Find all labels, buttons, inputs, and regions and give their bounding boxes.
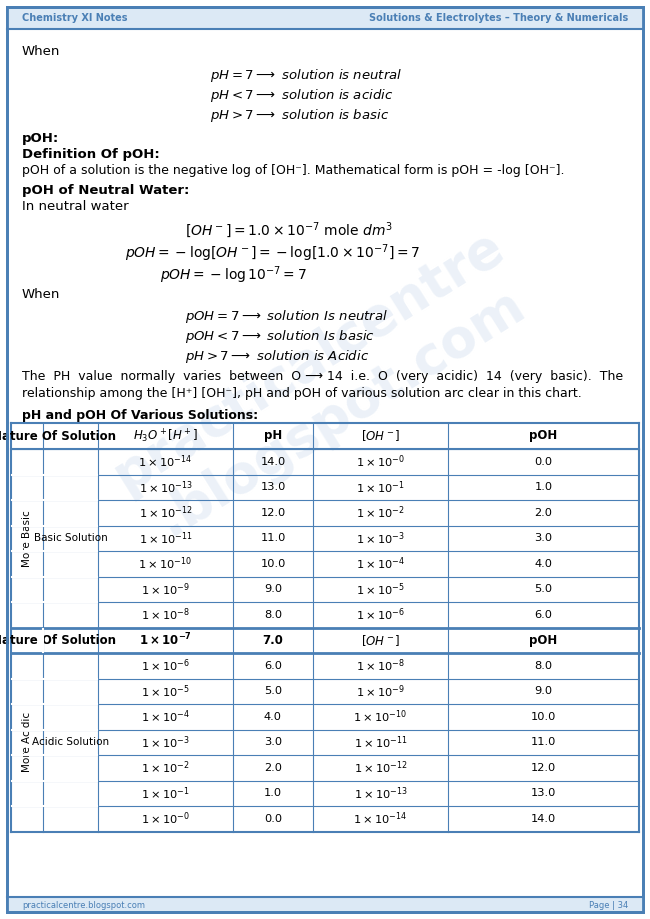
- Text: $1 \times 10^{-0}$: $1 \times 10^{-0}$: [141, 811, 190, 827]
- Text: More Acidic: More Acidic: [22, 712, 32, 772]
- Text: $pOH = -\log[OH^-] = -\log[1.0 \times 10^{-7}] = 7$: $pOH = -\log[OH^-] = -\log[1.0 \times 10…: [125, 242, 420, 264]
- Text: $1 \times 10^{-1}$: $1 \times 10^{-1}$: [141, 785, 190, 801]
- Bar: [7, 897, 643, 912]
- Text: $1 \times 10^{-4}$: $1 \times 10^{-4}$: [356, 555, 405, 572]
- Text: Basic Solution: Basic Solution: [34, 533, 107, 543]
- Bar: [7, 7, 643, 29]
- Text: Nature Of Solution: Nature Of Solution: [0, 634, 116, 647]
- Text: 2.0: 2.0: [534, 508, 552, 517]
- Text: pH and pOH Of Various Solutions:: pH and pOH Of Various Solutions:: [22, 409, 258, 422]
- Text: $pH > 7 \longrightarrow$ solution is basic: $pH > 7 \longrightarrow$ solution is bas…: [210, 107, 389, 124]
- Text: 13.0: 13.0: [531, 789, 556, 799]
- Text: Chemistry XI Notes: Chemistry XI Notes: [22, 13, 127, 23]
- Text: When: When: [22, 288, 60, 301]
- Text: Acidic Solution: Acidic Solution: [32, 737, 109, 747]
- Text: More Basic: More Basic: [22, 510, 32, 567]
- Text: $1 \times 10^{-11}$: $1 \times 10^{-11}$: [138, 530, 192, 547]
- Text: $1 \times 10^{-9}$: $1 \times 10^{-9}$: [356, 683, 405, 699]
- Text: $1 \times 10^{-8}$: $1 \times 10^{-8}$: [356, 657, 405, 674]
- Text: pH: pH: [264, 429, 282, 443]
- Text: $pOH = 7 \longrightarrow$ solution Is neutral: $pOH = 7 \longrightarrow$ solution Is ne…: [185, 308, 388, 325]
- Text: $1 \times 10^{-5}$: $1 \times 10^{-5}$: [356, 581, 405, 597]
- Text: 10.0: 10.0: [531, 711, 556, 721]
- Text: practicalcentre.blogspot.com: practicalcentre.blogspot.com: [22, 901, 145, 910]
- Text: Definition Of pOH:: Definition Of pOH:: [22, 148, 160, 161]
- Text: 0.0: 0.0: [264, 813, 282, 823]
- Text: 7.0: 7.0: [263, 634, 283, 647]
- Text: $1 \times 10^{-13}$: $1 \times 10^{-13}$: [138, 479, 192, 495]
- Text: relationship among the [H⁺] [OH⁻], pH and pOH of various solution arc clear in t: relationship among the [H⁺] [OH⁻], pH an…: [22, 387, 582, 400]
- Text: $1 \times 10^{-3}$: $1 \times 10^{-3}$: [141, 734, 190, 751]
- Text: 11.0: 11.0: [260, 533, 286, 543]
- Text: $1 \times 10^{-6}$: $1 \times 10^{-6}$: [356, 607, 405, 623]
- Text: practicalcentre
.blogspot.com: practicalcentre .blogspot.com: [105, 220, 545, 552]
- Text: 9.0: 9.0: [534, 686, 552, 697]
- Text: 12.0: 12.0: [531, 763, 556, 773]
- Text: $1 \times 10^{-11}$: $1 \times 10^{-11}$: [354, 734, 408, 751]
- Text: 14.0: 14.0: [261, 457, 285, 467]
- Text: 13.0: 13.0: [260, 482, 286, 493]
- Text: $1 \times 10^{-9}$: $1 \times 10^{-9}$: [141, 581, 190, 597]
- Text: $1 \times 10^{-12}$: $1 \times 10^{-12}$: [354, 759, 408, 776]
- Text: pOH: pOH: [529, 634, 558, 647]
- Text: 5.0: 5.0: [264, 686, 282, 697]
- Text: $1 \times 10^{-4}$: $1 \times 10^{-4}$: [141, 709, 190, 725]
- Text: Nature Of Solution: Nature Of Solution: [0, 429, 116, 443]
- Text: $pOH < 7 \longrightarrow$ solution Is basic: $pOH < 7 \longrightarrow$ solution Is ba…: [185, 328, 375, 345]
- Text: $1 \times 10^{-14}$: $1 \times 10^{-14}$: [138, 453, 192, 470]
- Text: $1 \times 10^{-8}$: $1 \times 10^{-8}$: [141, 607, 190, 623]
- Text: $pH < 7 \longrightarrow$ solution is acidic: $pH < 7 \longrightarrow$ solution is aci…: [210, 87, 393, 104]
- Text: 3.0: 3.0: [534, 533, 552, 543]
- Text: 5.0: 5.0: [534, 584, 552, 595]
- Text: $1 \times 10^{-6}$: $1 \times 10^{-6}$: [141, 657, 190, 674]
- Text: The  PH  value  normally  varies  between  O ⟶ 14  i.e.  O  (very  acidic)  14  : The PH value normally varies between O ⟶…: [22, 370, 623, 383]
- Text: 1.0: 1.0: [264, 789, 282, 799]
- Text: pOH of a solution is the negative log of [OH⁻]. Mathematical form is pOH = -log : pOH of a solution is the negative log of…: [22, 164, 564, 177]
- Text: $1 \times 10^{-14}$: $1 \times 10^{-14}$: [354, 811, 408, 827]
- Text: 9.0: 9.0: [264, 584, 282, 595]
- Text: $1 \times 10^{-2}$: $1 \times 10^{-2}$: [141, 759, 190, 776]
- Text: $1 \times 10^{-12}$: $1 \times 10^{-12}$: [138, 505, 192, 521]
- Text: $pH > 7 \longrightarrow$ solution is Acidic: $pH > 7 \longrightarrow$ solution is Aci…: [185, 348, 369, 365]
- Text: 4.0: 4.0: [264, 711, 282, 721]
- Text: 1.0: 1.0: [534, 482, 552, 493]
- Text: 6.0: 6.0: [264, 661, 282, 671]
- Text: 2.0: 2.0: [264, 763, 282, 773]
- Text: 14.0: 14.0: [531, 813, 556, 823]
- Text: 6.0: 6.0: [534, 609, 552, 619]
- Text: $1 \times 10^{-0}$: $1 \times 10^{-0}$: [356, 453, 405, 470]
- Text: $1 \times 10^{-10}$: $1 \times 10^{-10}$: [138, 555, 192, 572]
- Text: $H_3O^+[H^+]$: $H_3O^+[H^+]$: [133, 427, 198, 445]
- Text: pOH: pOH: [529, 429, 558, 443]
- Text: $pOH = -\log 10^{-7} = 7$: $pOH = -\log 10^{-7} = 7$: [160, 264, 307, 286]
- Text: $[OH^-] = 1.0 \times 10^{-7}$ mole $dm^3$: $[OH^-] = 1.0 \times 10^{-7}$ mole $dm^3…: [185, 220, 393, 240]
- Text: 11.0: 11.0: [531, 737, 556, 747]
- Text: $1 \times 10^{-10}$: $1 \times 10^{-10}$: [354, 709, 408, 725]
- Text: pOH of Neutral Water:: pOH of Neutral Water:: [22, 184, 189, 197]
- Text: $pH = 7 \longrightarrow$ solution is neutral: $pH = 7 \longrightarrow$ solution is neu…: [210, 67, 402, 84]
- Text: $1 \times 10^{-13}$: $1 \times 10^{-13}$: [354, 785, 408, 801]
- Text: $1 \times 10^{-1}$: $1 \times 10^{-1}$: [356, 479, 405, 495]
- Text: $1 \times 10^{-2}$: $1 \times 10^{-2}$: [356, 505, 405, 521]
- Text: 12.0: 12.0: [261, 508, 285, 517]
- Text: Solutions & Electrolytes – Theory & Numericals: Solutions & Electrolytes – Theory & Nume…: [369, 13, 628, 23]
- Text: 8.0: 8.0: [264, 609, 282, 619]
- Text: 3.0: 3.0: [264, 737, 282, 747]
- Text: 10.0: 10.0: [260, 559, 286, 569]
- Text: $[OH^-]$: $[OH^-]$: [361, 428, 400, 444]
- Text: In neutral water: In neutral water: [22, 200, 129, 213]
- Text: $[OH^-]$: $[OH^-]$: [361, 633, 400, 648]
- Text: pOH:: pOH:: [22, 132, 59, 145]
- Text: $1 \times 10^{-3}$: $1 \times 10^{-3}$: [356, 530, 405, 547]
- Text: 4.0: 4.0: [534, 559, 552, 569]
- Text: Page | 34: Page | 34: [589, 901, 628, 910]
- Text: When: When: [22, 45, 60, 58]
- Text: $1 \times 10^{-5}$: $1 \times 10^{-5}$: [141, 683, 190, 699]
- Text: $\mathbf{1 \times 10^{-7}}$: $\mathbf{1 \times 10^{-7}}$: [139, 632, 192, 649]
- Text: 8.0: 8.0: [534, 661, 552, 671]
- Text: 0.0: 0.0: [534, 457, 552, 467]
